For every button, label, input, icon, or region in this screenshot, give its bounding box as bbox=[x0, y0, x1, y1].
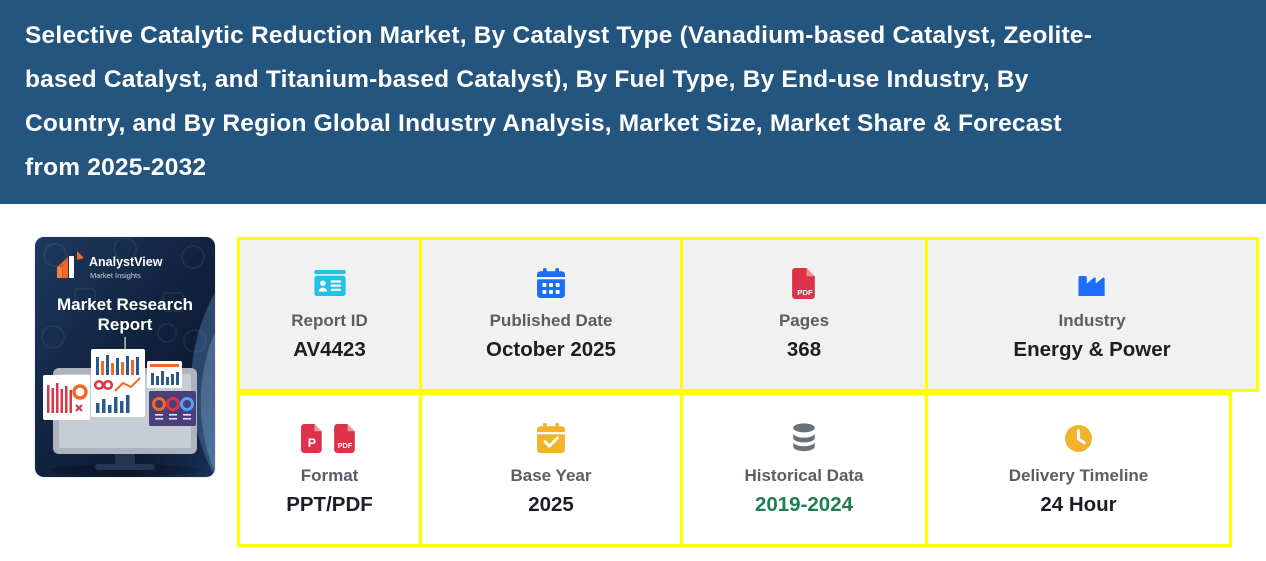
svg-text:PDF: PDF bbox=[797, 287, 813, 296]
calendar-icon bbox=[537, 267, 565, 299]
card-label: Format bbox=[300, 466, 359, 485]
report-cover-art: AnalystView Market Insights Market Resea… bbox=[35, 237, 215, 477]
report-title-line: Country, and By Region Global Industry A… bbox=[25, 110, 1062, 137]
card-value: October 2025 bbox=[486, 338, 616, 361]
clock-icon bbox=[1064, 422, 1093, 454]
card-value: PPT/PDF bbox=[286, 493, 373, 516]
card-label: Report ID bbox=[291, 311, 368, 330]
card-value: 368 bbox=[786, 338, 822, 361]
card-label: Pages bbox=[778, 311, 830, 330]
brand-tagline: Market Insights bbox=[90, 271, 141, 280]
factory-icon bbox=[1076, 267, 1108, 299]
card-label: Base Year bbox=[510, 466, 592, 485]
analystview-logo: AnalystView Market Insights bbox=[57, 251, 163, 280]
chart-panels bbox=[43, 349, 196, 426]
database-icon bbox=[791, 422, 817, 454]
report-cover-thumbnail: AnalystView Market Insights Market Resea… bbox=[35, 237, 215, 477]
card-value: Energy & Power bbox=[1013, 338, 1171, 361]
report-info-grid: Report ID AV4423 Published Date October … bbox=[237, 237, 1259, 547]
cover-title-line1: Market Research bbox=[57, 295, 193, 314]
report-title-banner: Selective Catalytic Reduction Market, By… bbox=[0, 0, 1266, 204]
pdf-file-icon: PDF bbox=[791, 267, 817, 299]
info-card-published-date: Published Date October 2025 bbox=[422, 240, 680, 389]
card-label: Historical Data bbox=[744, 466, 864, 485]
info-card-industry: Industry Energy & Power bbox=[928, 240, 1256, 389]
info-card-pages: PDF Pages 368 bbox=[683, 240, 925, 389]
report-title-line: from 2025-2032 bbox=[25, 154, 207, 181]
card-value: AV4423 bbox=[293, 338, 366, 361]
card-label: Industry bbox=[1058, 311, 1126, 330]
report-title-line: based Catalyst, and Titanium-based Catal… bbox=[25, 66, 1029, 93]
info-card-report-id: Report ID AV4423 bbox=[240, 240, 419, 389]
svg-text:PDF: PDF bbox=[337, 440, 352, 449]
info-grid-row-2: P PDF Format PPT/PDF Base Year 2025 bbox=[237, 392, 1232, 547]
card-label: Published Date bbox=[489, 311, 613, 330]
info-grid-row-1: Report ID AV4423 Published Date October … bbox=[237, 237, 1259, 392]
info-card-format: P PDF Format PPT/PDF bbox=[240, 395, 419, 544]
card-value: 24 Hour bbox=[1040, 493, 1117, 516]
report-title-line: Selective Catalytic Reduction Market, By… bbox=[25, 22, 1093, 49]
calendar-check-icon bbox=[537, 422, 565, 454]
cover-title-line2: Report bbox=[98, 315, 153, 334]
info-card-historical-data: Historical Data 2019-2024 bbox=[683, 395, 925, 544]
card-value: 2025 bbox=[528, 493, 574, 516]
svg-text:P: P bbox=[307, 435, 315, 449]
info-card-base-year: Base Year 2025 bbox=[422, 395, 680, 544]
id-card-icon bbox=[313, 267, 346, 299]
brand-name: AnalystView bbox=[89, 255, 163, 269]
info-card-delivery-timeline: Delivery Timeline 24 Hour bbox=[928, 395, 1229, 544]
card-label: Delivery Timeline bbox=[1008, 466, 1149, 485]
ppt-pdf-files-icon: P PDF bbox=[300, 422, 359, 454]
card-value: 2019-2024 bbox=[754, 493, 854, 516]
